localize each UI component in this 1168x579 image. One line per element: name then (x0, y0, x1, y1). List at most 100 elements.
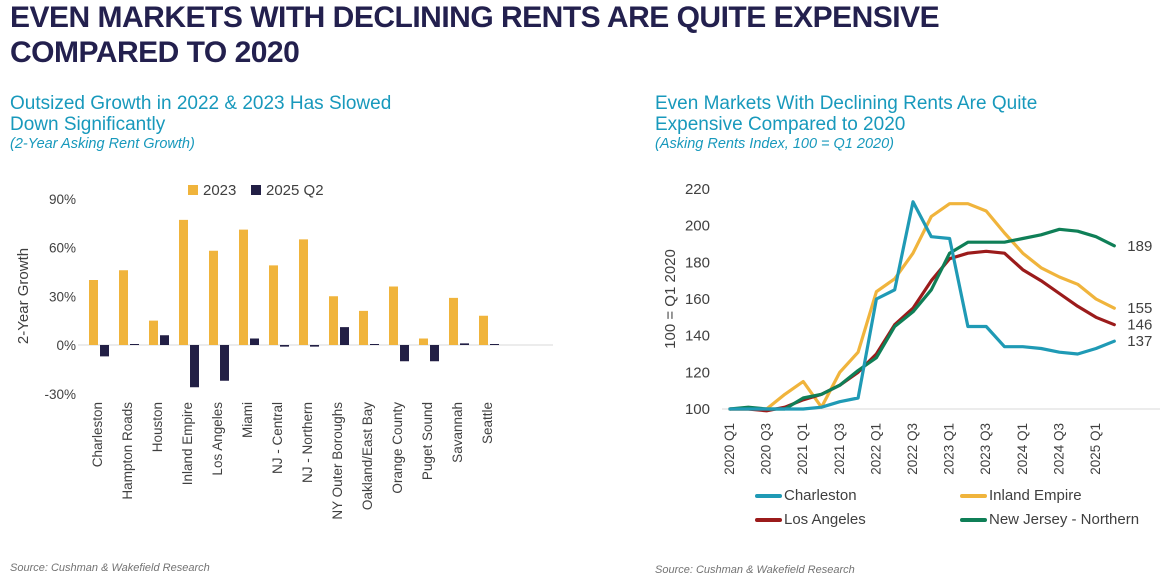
line-ytick: 200 (685, 218, 710, 235)
bar (269, 265, 278, 345)
bar-ytick: 0% (56, 338, 76, 353)
bar-series-2025q2 (100, 327, 499, 388)
left-chart-heading: Outsized Growth in 2022 & 2023 Has Slowe… (10, 93, 392, 136)
line-xtick: 2023 Q3 (978, 423, 993, 475)
right-chart-heading: Even Markets With Declining Rents Are Qu… (655, 93, 1038, 136)
legend-label-2023: 2023 (203, 182, 236, 199)
line-xtick: 2025 Q1 (1088, 423, 1103, 475)
bar (179, 219, 188, 345)
bar (100, 345, 109, 357)
bar-y-axis-label: 2-Year Growth (15, 248, 32, 344)
bar-xtick: NY Outer Boroughs (330, 402, 345, 520)
legend-item-inland-empire: Inland Empire (960, 487, 1165, 504)
bar (160, 335, 169, 345)
left-chart-heading-line2: Down Significantly (10, 113, 166, 135)
legend-label-2025q2: 2025 Q2 (266, 182, 324, 199)
bar (250, 338, 259, 345)
bar (449, 297, 458, 345)
bar (479, 315, 488, 345)
bar-xtick: Charleston (90, 402, 105, 467)
line-ytick: 180 (685, 254, 710, 271)
right-chart-heading-line2: Expensive Compared to 2020 (655, 113, 906, 135)
line-xtick: 2022 Q1 (868, 423, 883, 475)
line-xtick: 2020 Q3 (759, 423, 774, 475)
bar-xtick: Oakland/East Bay (360, 402, 375, 510)
legend-line-swatch (755, 517, 782, 522)
legend-line-swatch (960, 493, 987, 498)
page-title: EVEN MARKETS WITH DECLINING RENTS ARE QU… (10, 0, 940, 70)
bar-xtick: Orange County (390, 402, 405, 494)
right-chart-heading-line1: Even Markets With Declining Rents Are Qu… (655, 93, 1038, 114)
line-ytick: 120 (685, 364, 710, 381)
bar-chart: 2023 2025 Q2 90% 60% 30% 0% -30% 2-Year Growth C… (15, 182, 553, 520)
bar-xtick: Puget Sound (420, 402, 435, 480)
line-xtick: 2024 Q1 (1015, 423, 1030, 475)
line-y-axis-label: 100 = Q1 2020 (662, 249, 679, 349)
bar (89, 280, 98, 345)
end-label-189: 189 (1127, 238, 1152, 255)
legend-swatch-2025q2 (251, 185, 261, 195)
bar (460, 343, 469, 345)
bar (370, 344, 379, 345)
page-title-line1: EVEN MARKETS WITH DECLINING RENTS ARE QU… (10, 1, 940, 34)
bar-xtick: Houston (150, 402, 165, 452)
bar (329, 296, 338, 345)
end-label-137: 137 (1127, 333, 1152, 350)
legend-line-swatch (960, 517, 987, 522)
bar-xtick: Savannah (450, 402, 465, 463)
legend-line-swatch (755, 493, 782, 498)
bar-ytick: 30% (49, 289, 76, 304)
line-series-new-jersey-northern (728, 227, 1116, 411)
line-xtick: 2021 Q3 (832, 423, 847, 475)
bar-xtick: Inland Empire (180, 402, 195, 485)
bar (209, 250, 218, 345)
bar-ytick: 60% (49, 241, 76, 256)
bar-series-2023 (89, 219, 488, 345)
line-ytick: 220 (685, 181, 710, 198)
bar (280, 345, 289, 347)
bar (130, 344, 139, 345)
bar (239, 229, 248, 345)
legend-item-los-angeles: Los Angeles (755, 511, 960, 528)
bar-xtick: Los Angeles (210, 402, 225, 476)
bar-xtick: Hampton Roads (120, 402, 135, 500)
bar-xtick: Miami (240, 402, 255, 438)
line-series-inland-empire (728, 202, 1116, 411)
legend-line-label: Inland Empire (989, 487, 1082, 504)
legend-line-label: Los Angeles (784, 511, 866, 528)
bar (490, 344, 499, 345)
left-chart-heading-line1: Outsized Growth in 2022 & 2023 Has Slowe… (10, 93, 392, 114)
bar-xtick: NJ - Central (270, 402, 285, 474)
end-label-146: 146 (1127, 317, 1152, 334)
bar-xtick: Seattle (480, 402, 495, 444)
legend-swatch-2023 (188, 185, 198, 195)
bar (190, 345, 199, 388)
bar-xtick: NJ - Northern (300, 402, 315, 483)
line-chart: 220 200 180 160 140 120 100 100 = Q1 2020 2020 Q… (662, 181, 1160, 475)
left-chart-subtitle: (2-Year Asking Rent Growth) (10, 136, 195, 152)
bar (310, 345, 319, 347)
line-xtick: 2022 Q3 (905, 423, 920, 475)
bar (389, 286, 398, 345)
line-series-charleston (728, 200, 1116, 411)
legend-line-label: New Jersey - Northern (989, 511, 1140, 528)
bar (400, 345, 409, 362)
bar-ytick: 90% (49, 192, 76, 207)
bar-ytick: -30% (44, 387, 76, 402)
line-xtick: 2020 Q1 (722, 423, 737, 475)
line-ytick: 160 (685, 291, 710, 308)
line-chart-legend: Charleston Inland Empire Los Angeles New Je… (650, 487, 1165, 528)
bar (359, 310, 368, 345)
right-chart-subtitle: (Asking Rents Index, 100 = Q1 2020) (655, 136, 894, 152)
bar (149, 320, 158, 345)
bar (299, 239, 308, 345)
bar (419, 338, 428, 345)
page-title-line2: COMPARED TO 2020 (10, 36, 300, 70)
line-ytick: 100 (685, 401, 710, 418)
bar (119, 270, 128, 345)
bar-legend: 2023 2025 Q2 (188, 182, 324, 199)
legend-item-new-jersey-northern: New Jersey - Northern (960, 511, 1165, 528)
line-ytick: 140 (685, 328, 710, 345)
bar (430, 345, 439, 362)
